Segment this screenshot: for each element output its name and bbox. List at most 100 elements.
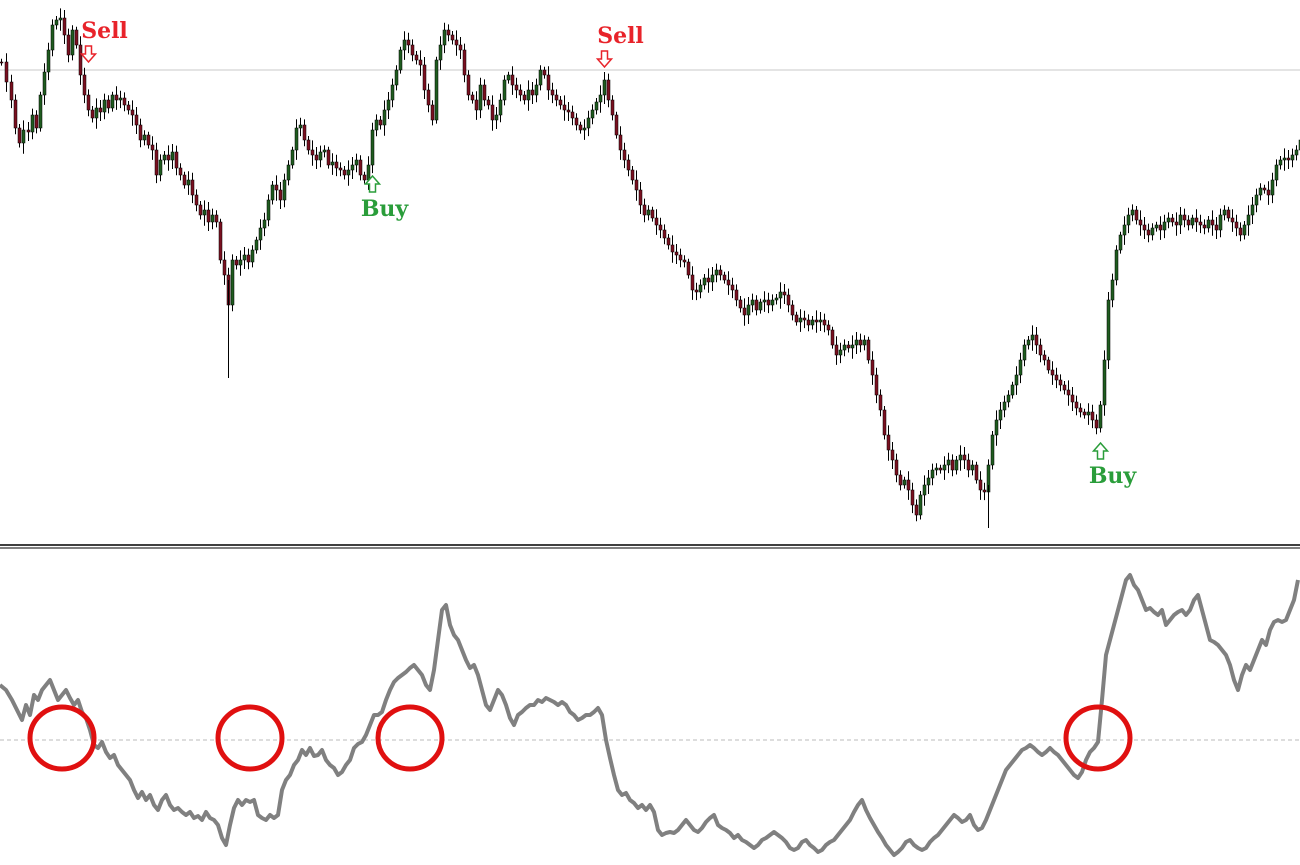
candle-bullish: [478, 84, 483, 111]
candle-bearish: [562, 104, 567, 111]
candle-bullish: [1206, 219, 1211, 229]
candle-bullish: [318, 151, 323, 161]
candle-bearish: [518, 89, 523, 96]
candle-bearish: [190, 179, 195, 196]
candle-bearish: [218, 221, 223, 261]
candle-bearish: [522, 94, 527, 101]
candle-bearish: [546, 74, 551, 91]
candle-bearish: [978, 479, 983, 491]
candle-bullish: [21, 129, 26, 144]
candle-bearish: [1058, 379, 1063, 386]
candle-bearish: [1038, 344, 1043, 356]
candle-bullish: [258, 227, 263, 241]
candle-bearish: [338, 167, 343, 171]
candle-bullish: [970, 464, 975, 471]
candle-bearish: [566, 109, 571, 113]
candle-bearish: [606, 79, 611, 101]
candle-bullish: [770, 299, 775, 306]
candle-bullish: [1270, 179, 1275, 196]
candle-bullish: [1102, 359, 1107, 406]
candle-bearish: [4, 61, 9, 83]
candle-bearish: [618, 134, 623, 151]
crossover-circle: [1063, 704, 1133, 772]
oscillator-line: [0, 573, 1300, 857]
candle-bearish: [846, 344, 851, 349]
candle-bearish: [1050, 369, 1055, 376]
crossover-circle: [375, 704, 445, 772]
buy-arrow-icon: [363, 174, 382, 193]
sell-label: Sell: [597, 23, 644, 49]
candle-bearish: [882, 409, 887, 436]
candle-bullish: [590, 109, 595, 119]
candle-bearish: [834, 344, 839, 356]
candle-bearish: [578, 124, 583, 131]
candle-bullish: [58, 17, 63, 21]
candle-bullish: [918, 494, 923, 516]
candle-bullish: [762, 299, 767, 303]
candle-bullish: [930, 469, 935, 479]
candle-bearish: [90, 109, 95, 119]
candle-bullish: [946, 459, 951, 466]
candle-bearish: [314, 154, 319, 161]
candle-bearish: [450, 34, 455, 41]
candle-bullish: [1162, 221, 1167, 231]
candle-bearish: [738, 299, 743, 309]
buy-label: Buy: [361, 196, 410, 222]
candle-bearish: [246, 254, 251, 263]
candle-bullish: [798, 317, 803, 323]
candle-bearish: [342, 169, 347, 176]
candle-bearish: [1094, 419, 1099, 429]
candle-bullish: [118, 97, 123, 101]
candle-bullish: [50, 24, 55, 51]
candle-bullish: [1030, 334, 1035, 341]
candle-bullish: [922, 484, 927, 496]
candle-bullish: [990, 434, 995, 466]
candle-bearish: [1266, 189, 1271, 196]
candle-bearish: [878, 394, 883, 411]
candle-bullish: [942, 464, 947, 471]
candle-bearish: [274, 184, 279, 191]
candle-bearish: [914, 504, 919, 516]
candle-bearish: [610, 99, 615, 116]
candle-bullish: [582, 127, 587, 131]
candle-bearish: [1174, 221, 1179, 226]
candle-bearish: [13, 99, 18, 129]
candle-bearish: [0, 61, 4, 64]
candle-bearish: [98, 107, 103, 113]
candle-bearish: [638, 189, 643, 206]
candle-bullish: [710, 274, 715, 283]
candle-bearish: [182, 174, 187, 186]
candle-bullish: [538, 69, 543, 86]
candle-bearish: [62, 17, 67, 36]
candle-bearish: [470, 94, 475, 101]
candle-bullish: [958, 454, 963, 461]
candle-bearish: [706, 277, 711, 283]
candle-bearish: [790, 304, 795, 316]
candle-bearish: [362, 174, 367, 181]
candle-bullish: [1242, 224, 1247, 236]
candle-bearish: [782, 291, 787, 296]
candle-bearish: [1078, 407, 1083, 413]
candle-bullish: [1222, 209, 1227, 216]
candle-bearish: [858, 339, 863, 346]
candle-bearish: [486, 99, 491, 106]
oscillator-pane: [0, 573, 1300, 857]
candle-bearish: [310, 149, 315, 156]
candle-bearish: [550, 89, 555, 96]
candle-bullish: [1002, 401, 1007, 411]
candle-bearish: [514, 84, 519, 91]
candle-bullish: [1282, 157, 1287, 161]
candle-bullish: [586, 117, 591, 129]
candle-bullish: [818, 319, 823, 323]
candle-bullish: [186, 179, 191, 186]
candle-bullish: [94, 107, 99, 119]
candle-bullish: [526, 89, 531, 101]
candle-bullish: [746, 304, 751, 316]
candle-bearish: [1074, 401, 1079, 409]
candle-bearish: [662, 229, 667, 239]
candle-bearish: [306, 139, 311, 151]
candle-bullish: [286, 164, 291, 181]
